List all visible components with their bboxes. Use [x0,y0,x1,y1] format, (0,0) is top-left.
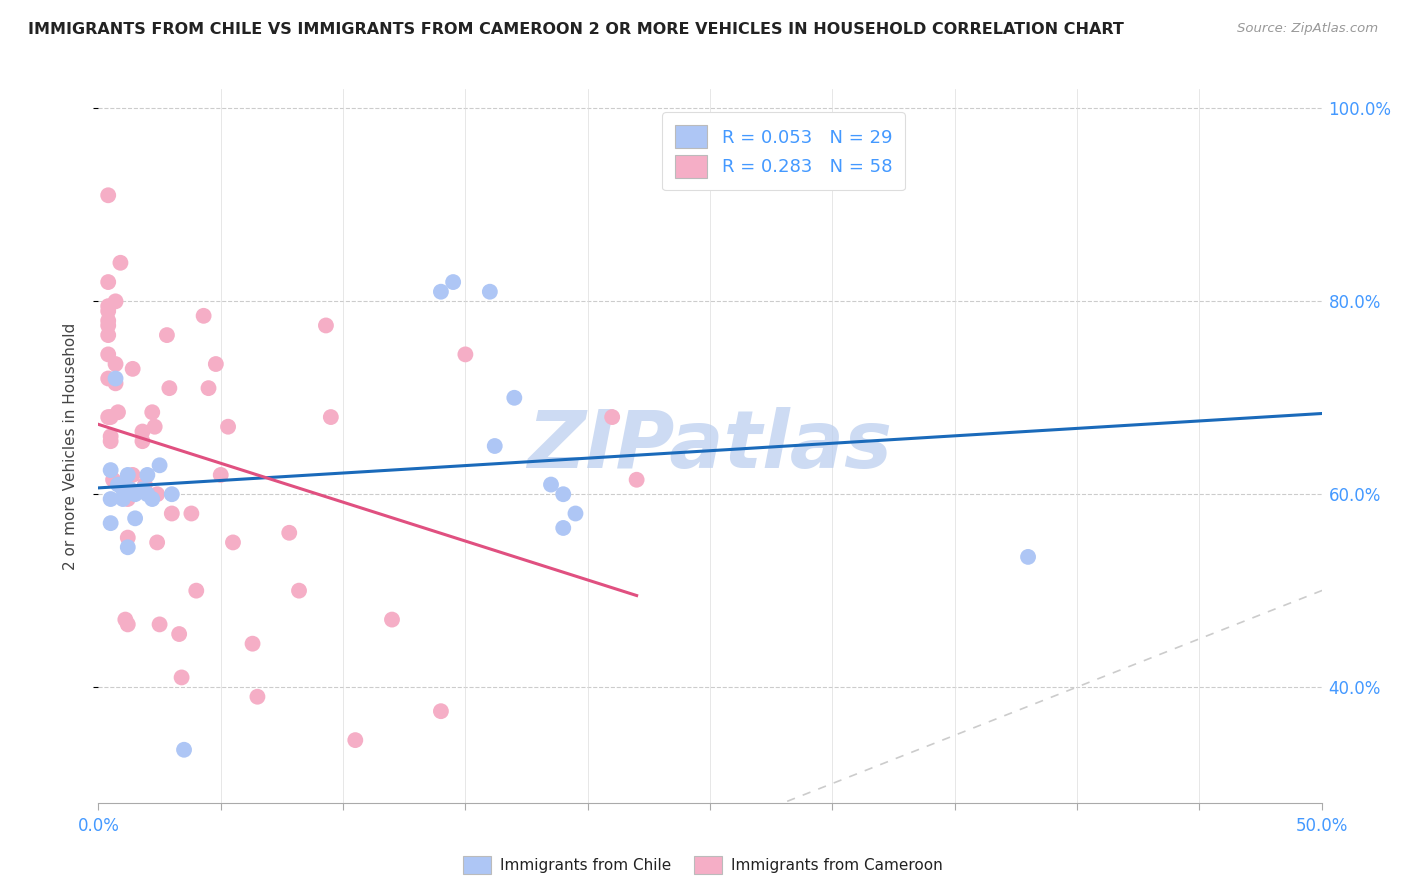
Point [117,491,139,506]
Point [160,487,183,501]
Point [97,275,120,289]
Point [626,473,648,487]
Point [160,507,183,521]
Point [553,487,575,501]
Point [117,541,139,555]
Point [600,410,623,425]
Point [1017,549,1039,564]
Point [110,256,132,270]
Point [114,613,136,627]
Point [100,516,122,530]
Point [117,467,139,482]
Point [242,637,264,651]
Point [278,525,301,540]
Point [141,491,163,506]
Point [173,743,195,757]
Point [121,362,143,376]
Point [104,294,127,309]
Point [100,429,122,443]
Point [180,507,202,521]
Point [97,188,120,202]
Point [197,381,219,395]
Point [167,627,190,641]
Point [97,299,120,313]
Point [441,275,464,289]
Point [101,473,124,487]
Point [107,477,129,491]
Point [149,617,172,632]
Point [97,328,120,343]
Point [141,405,163,419]
Point [97,304,120,318]
Point [136,487,159,501]
Point [540,477,562,491]
Point [117,531,139,545]
Point [430,704,453,718]
Point [131,425,153,439]
Point [193,309,215,323]
Point [111,483,134,497]
Point [120,483,142,497]
Point [157,381,180,395]
Point [111,491,134,506]
Point [100,491,122,506]
Point [121,467,143,482]
Point [170,670,193,684]
Point [205,357,228,371]
Point [107,405,129,419]
Point [97,371,120,385]
Point [430,285,453,299]
Point [319,410,342,425]
Text: Source: ZipAtlas.com: Source: ZipAtlas.com [1237,22,1378,36]
Point [381,613,404,627]
Point [344,733,367,747]
Point [315,318,337,333]
Point [100,410,122,425]
Point [104,357,127,371]
Text: ZIPatlas: ZIPatlas [527,407,893,485]
Point [117,617,139,632]
Point [186,583,208,598]
Legend: R = 0.053   N = 29, R = 0.283   N = 58: R = 0.053 N = 29, R = 0.283 N = 58 [662,112,905,191]
Point [97,318,120,333]
Point [124,511,146,525]
Point [97,347,120,361]
Point [97,313,120,327]
Point [484,439,506,453]
Point [209,467,232,482]
Point [100,463,122,477]
Point [503,391,526,405]
Point [143,419,166,434]
Point [478,285,501,299]
Point [564,507,586,521]
Point [131,434,153,449]
Point [146,487,169,501]
Point [553,521,575,535]
Point [454,347,477,361]
Point [100,434,122,449]
Point [124,487,146,501]
Point [149,458,172,473]
Point [97,410,120,425]
Point [136,467,159,482]
Point [217,419,239,434]
Legend: Immigrants from Chile, Immigrants from Cameroon: Immigrants from Chile, Immigrants from C… [457,850,949,880]
Point [131,483,153,497]
Text: IMMIGRANTS FROM CHILE VS IMMIGRANTS FROM CAMEROON 2 OR MORE VEHICLES IN HOUSEHOL: IMMIGRANTS FROM CHILE VS IMMIGRANTS FROM… [28,22,1123,37]
Point [288,583,311,598]
Point [104,371,127,385]
Point [104,376,127,391]
Point [246,690,269,704]
Point [222,535,245,549]
Y-axis label: 2 or more Vehicles in Household: 2 or more Vehicles in Household [63,322,77,570]
Point [146,535,169,549]
Point [134,477,156,491]
Point [156,328,179,343]
